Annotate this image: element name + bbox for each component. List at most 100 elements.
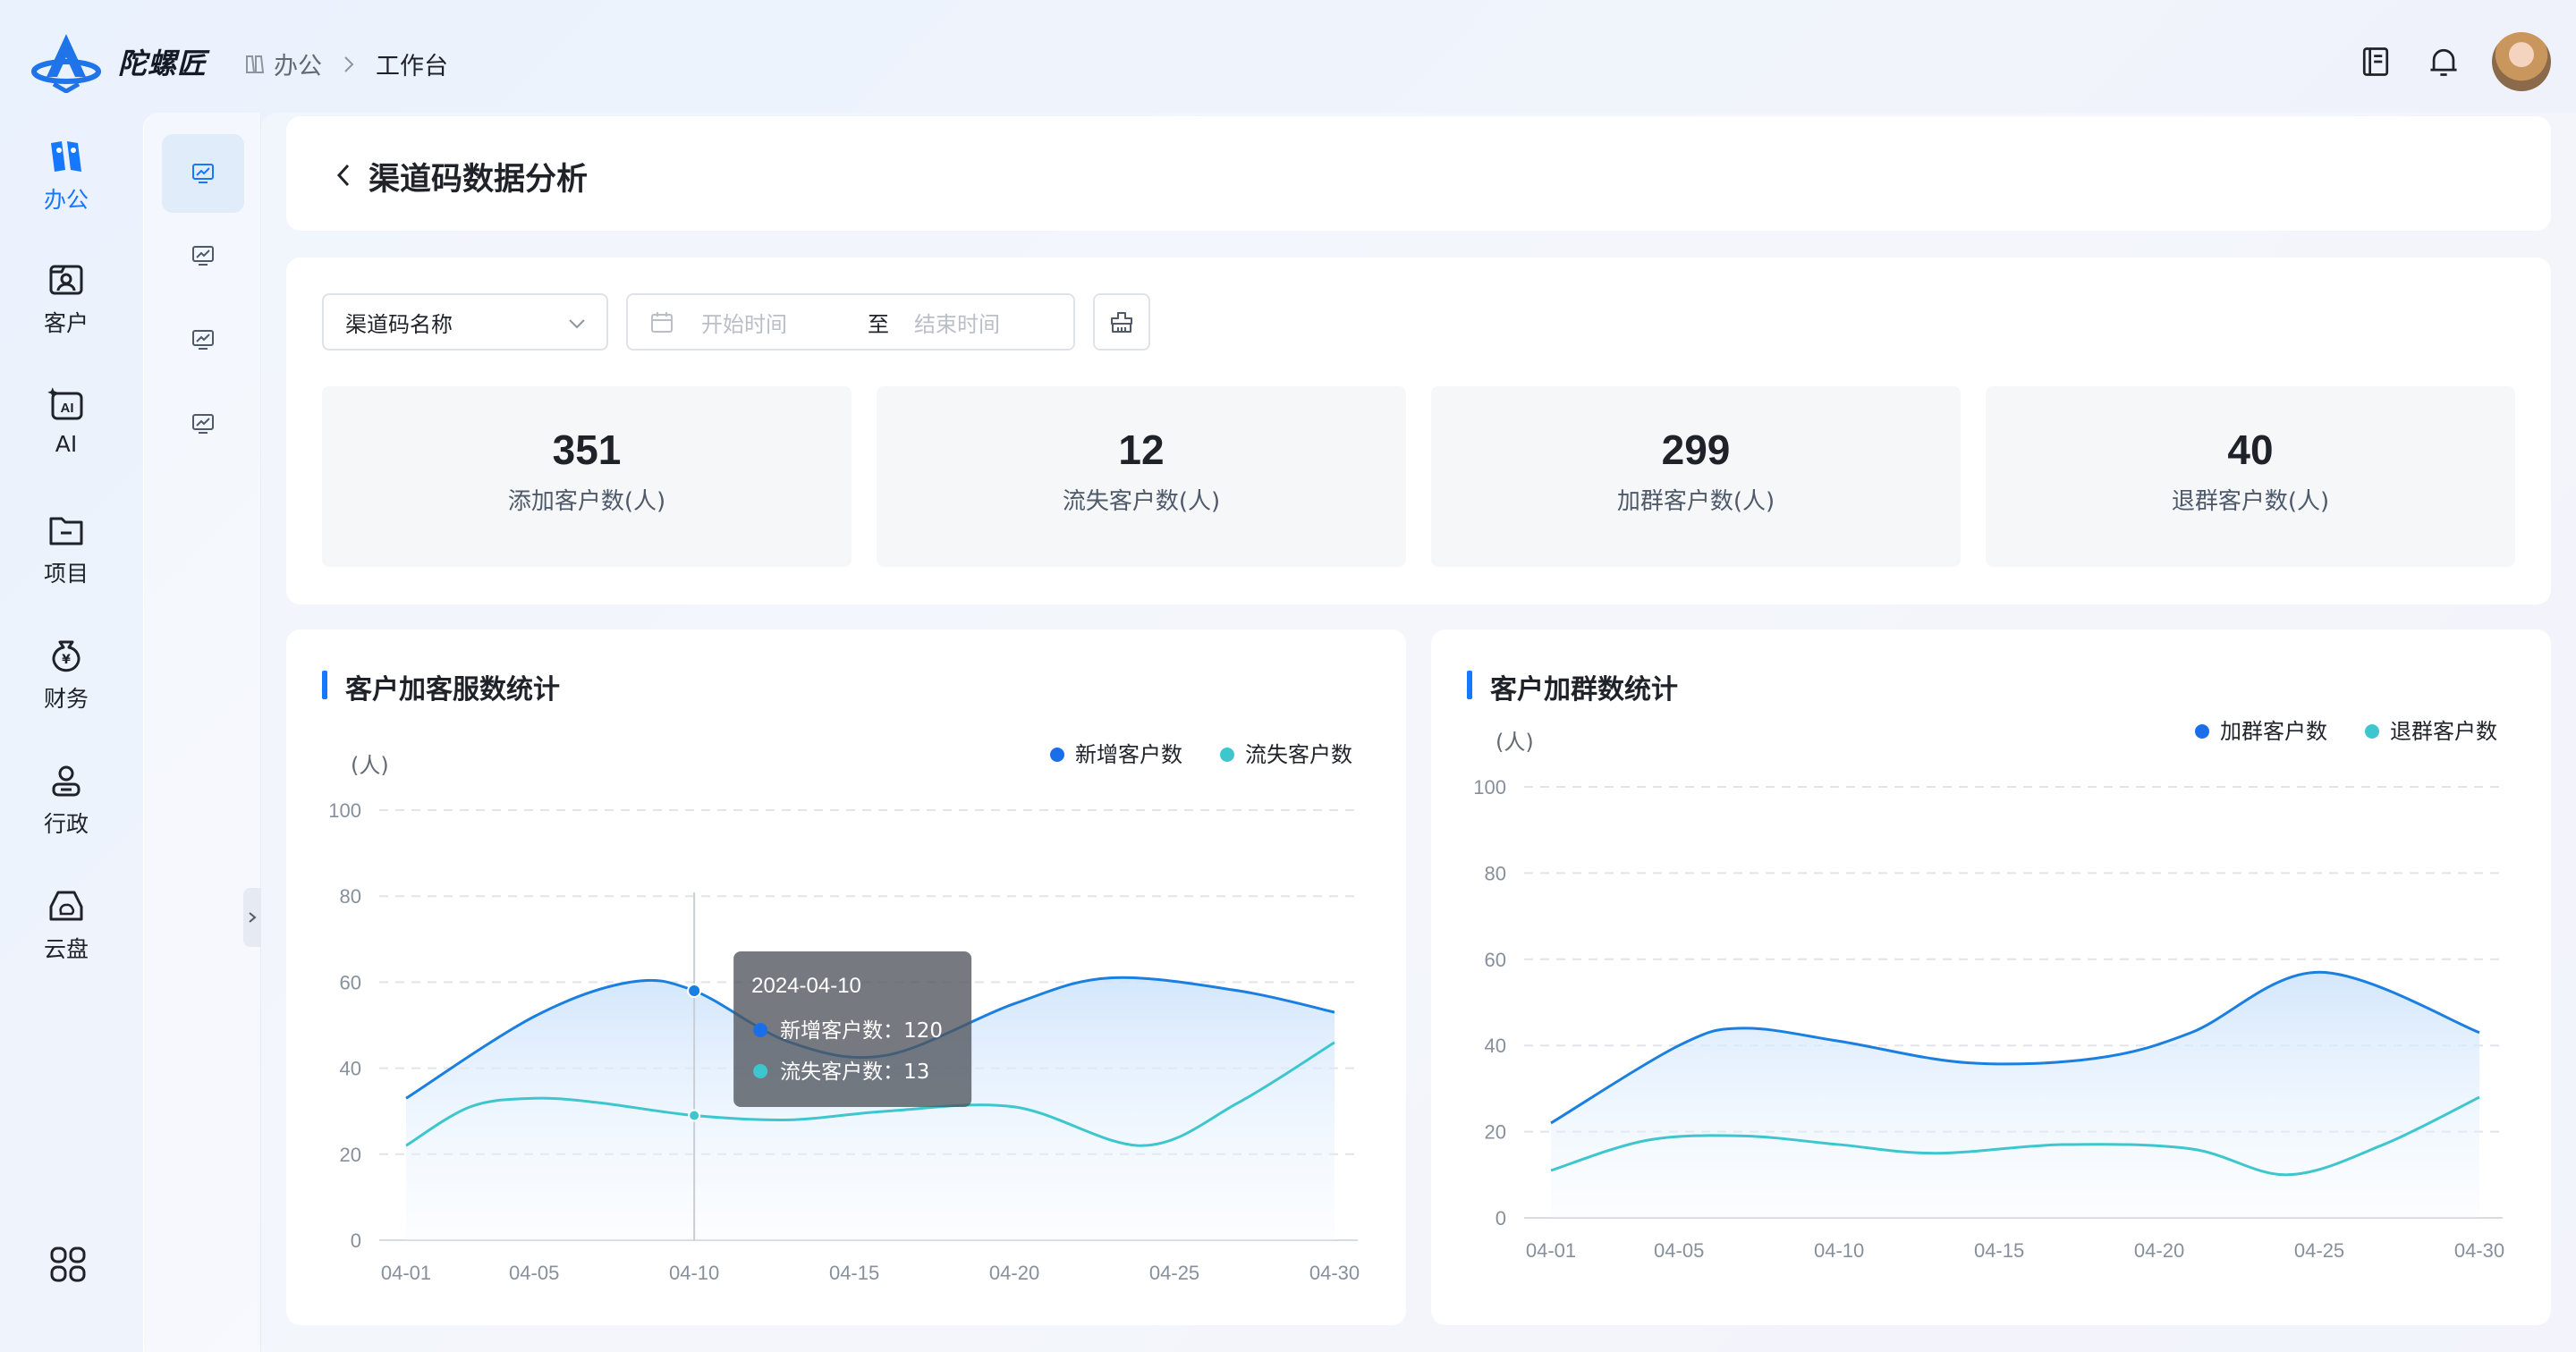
svg-text:¥: ¥ [62,653,71,667]
apps-grid-icon[interactable] [48,1245,88,1284]
series-line-1 [1550,970,2480,1125]
main-sidebar: 办公 客户 AI AI 项目 ¥ 财务 行政 云盘 [0,116,132,1352]
legend-marker [1050,748,1064,762]
stat-card-joined-group: 299 加群客户数(人) [1431,386,1961,567]
stat-label: 流失客户数(人) [1062,488,1221,515]
admin-person-icon [52,765,80,797]
user-avatar[interactable] [2492,32,2551,91]
tooltip-box [733,951,972,1107]
end-date-input[interactable]: 结束时间 [914,311,1000,337]
x-tick-label: 04-30 [2454,1239,2504,1262]
bell-icon[interactable] [2424,42,2463,81]
tooltip-row: 流失客户数：13 [780,1060,929,1084]
sidebar-item-finance[interactable]: ¥ 财务 [0,635,132,714]
broom-clear-icon [1111,312,1132,333]
legend-marker [2195,724,2209,739]
breadcrumb: 办公 工作台 [243,46,448,81]
x-tick-label: 04-10 [1814,1239,1864,1262]
x-tick-label: 04-15 [829,1262,879,1284]
x-tick-label: 04-25 [1149,1262,1199,1284]
y-tick-label: 60 [1485,949,1506,971]
x-tick-label: 04-05 [1654,1239,1704,1262]
y-tick-label: 40 [340,1058,361,1080]
svg-text:AI: AI [61,401,74,416]
sub-sidebar [143,113,261,1352]
breadcrumb-item-workbench: 工作台 [376,53,448,80]
sub-item-dashboard-3[interactable] [162,300,244,379]
series-line-2 [1550,1095,2480,1177]
office-crumb-icon [246,55,265,73]
sidebar-item-customer[interactable]: 客户 [0,259,132,338]
series-area-1 [1551,972,2479,1218]
finance-moneybag-icon: ¥ [52,640,80,672]
logo-mark-icon [31,34,101,93]
chevron-right-icon [344,55,354,72]
title-accent-bar [322,671,327,699]
sidebar-item-admin[interactable]: 行政 [0,760,132,839]
hover-point [687,984,702,999]
stat-label: 添加客户数(人) [507,488,666,515]
stat-value: 351 [552,427,622,473]
app-logo[interactable]: 陀螺匠 [30,30,207,93]
stat-value: 12 [1118,427,1165,473]
tooltip-row: 新增客户数：120 [780,1019,943,1043]
ai-icon: AI [47,387,83,420]
channel-select-value: 渠道码名称 [345,311,453,337]
sub-item-dashboard-4[interactable] [162,384,244,463]
y-tick-label: 20 [340,1144,361,1166]
date-range-picker[interactable]: 开始时间 至 结束时间 [626,293,1075,351]
sub-item-dashboard-2[interactable] [162,216,244,295]
y-axis-unit-label: (人) [351,753,389,778]
customer-icon [49,265,83,295]
x-tick-label: 04-20 [2134,1239,2184,1262]
monitor-chart-icon [192,246,214,266]
tooltip-title: 2024-04-10 [751,974,861,998]
title-accent-bar [1467,671,1472,699]
customer-service-area-chart[interactable]: (人) 0 20 40 60 80 100 04-01 04-05 04-10 04-15 04-20… [286,630,1406,1325]
chart-card-customer-service: 客户加客服数统计 (人) 0 20 40 60 80 100 04-01 04-05 04-10 0… [286,630,1406,1325]
y-tick-label: 100 [1473,776,1506,799]
x-tick-label: 04-30 [1309,1262,1360,1284]
sidebar-item-project[interactable]: 项目 [0,510,132,588]
x-tick-label: 04-01 [1526,1239,1576,1262]
legend-label: 加群客户数 [2220,719,2327,744]
hover-point [688,1109,701,1122]
group-join-area-chart[interactable]: (人) 0 20 40 60 80 100 04-01 04-05 04-10 04-15 04-20… [1431,630,2551,1325]
calendar-icon [651,312,673,333]
page-title: 渠道码数据分析 [369,162,589,198]
notebook-icon[interactable] [2356,42,2395,81]
breadcrumb-item-office[interactable]: 办公 [274,53,322,80]
legend-label: 流失客户数 [1245,742,1352,767]
sidebar-item-cloud-drive[interactable]: 云盘 [0,885,132,964]
chart-card-group-join: 客户加群数统计 (人) 0 20 40 60 80 100 04-01 04-05 04-10 04… [1431,630,2551,1325]
filter-stats-card: 渠道码名称 开始时间 至 结束时间 351 添加客户数(人) 12 流失客户数(… [286,258,2551,604]
x-tick-label: 04-15 [1974,1239,2024,1262]
stat-value: 40 [2227,427,2274,473]
legend-label: 退群客户数 [2390,719,2497,744]
stat-card-added: 351 添加客户数(人) [322,386,852,567]
sub-item-dashboard-1[interactable] [162,134,244,213]
series-area-1 [406,977,1335,1240]
app-name: 陀螺匠 [118,46,208,80]
x-tick-label: 04-01 [381,1262,431,1284]
sidebar-item-ai[interactable]: AI AI [0,384,132,457]
legend-marker [1220,748,1234,762]
clear-filter-button[interactable] [1093,293,1150,351]
y-tick-label: 60 [340,971,361,993]
y-tick-label: 100 [328,799,361,822]
stat-label: 加群客户数(人) [1616,488,1775,515]
project-folder-icon [49,517,83,545]
collapse-sidebar-toggle[interactable] [243,888,261,947]
series-line-2 [405,1041,1335,1147]
x-tick-label: 04-10 [669,1262,719,1284]
channel-code-select[interactable]: 渠道码名称 [322,293,608,351]
chevron-right-icon [249,912,257,923]
monitor-chart-icon [192,164,214,183]
legend-marker [2365,724,2379,739]
start-date-input[interactable]: 开始时间 [701,311,787,337]
back-arrow-icon[interactable] [333,161,354,190]
legend-label: 新增客户数 [1075,742,1182,767]
office-icon [51,141,81,172]
page-header-card: 渠道码数据分析 [286,116,2551,231]
sidebar-item-office[interactable]: 办公 [0,136,132,215]
